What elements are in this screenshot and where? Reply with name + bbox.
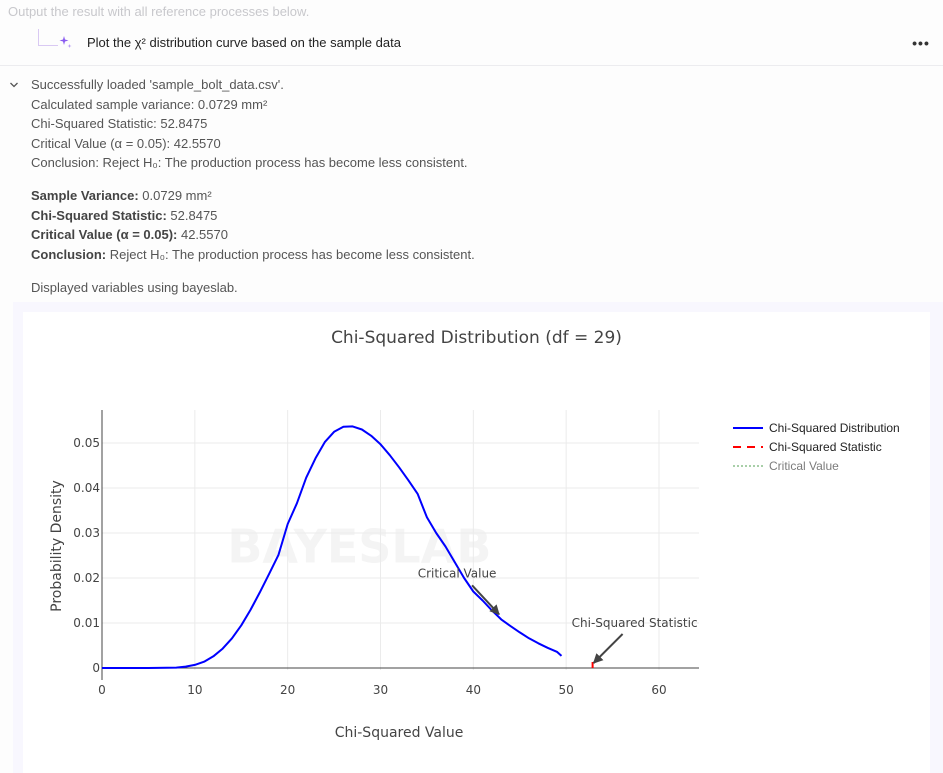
x-tick-label: 10 (187, 683, 202, 697)
log-line: Conclusion: Reject H₀: The production pr… (31, 155, 468, 170)
y-tick-label: 0.02 (73, 571, 100, 585)
statistic-arrow (592, 633, 624, 664)
x-tick-label: 60 (651, 683, 666, 697)
legend-label: Chi-Squared Statistic (769, 439, 882, 454)
legend-solid-line-icon (733, 426, 763, 429)
x-axis-title: Chi-Squared Value (335, 725, 464, 741)
legend-label: Chi-Squared Distribution (769, 420, 900, 435)
legend-dotted-line-icon (733, 464, 763, 467)
summary-row: Sample Variance: 0.0729 mm² (31, 188, 212, 203)
summary-label: Chi-Squared Statistic: (31, 207, 167, 223)
summary-label: Critical Value (α = 0.05): (31, 227, 178, 242)
x-tick-label: 20 (280, 683, 295, 697)
distribution-curve[interactable] (102, 425, 563, 669)
x-tick-label: 30 (373, 683, 388, 697)
chart-plot[interactable]: BAYESLAB 0 10 20 30 40 50 60 0 0.01 0.02 0.03 0.04 0.… (23, 312, 930, 773)
summary-label: Conclusion: (31, 246, 107, 262)
footer-note: Displayed variables using bayeslab. (31, 280, 238, 295)
tree-connector (38, 29, 58, 46)
sparkle-icon (59, 36, 72, 48)
log-line: Chi-Squared Statistic: 52.8475 (31, 116, 208, 131)
more-options-button[interactable]: ••• (912, 35, 930, 51)
instruction-hint: Output the result with all reference pro… (8, 4, 310, 19)
legend-label: Critical Value (769, 458, 839, 473)
chevron-down-icon[interactable] (9, 80, 19, 90)
chart-title: Chi-Squared Distribution (df = 29) (331, 328, 622, 348)
y-tick-label: 0.03 (73, 526, 100, 540)
legend-item-critical[interactable]: Critical Value (733, 456, 900, 475)
query-text: Plot the χ² distribution curve based on … (87, 35, 401, 50)
watermark-logo: BAYESLAB (227, 519, 491, 573)
log-line: Critical Value (α = 0.05): 42.5570 (31, 135, 221, 151)
chart-container: Chi-Squared Distribution (df = 29) BAYES… (13, 302, 943, 773)
legend-item-distribution[interactable]: Chi-Squared Distribution (733, 418, 900, 437)
y-tick-label: 0.05 (73, 436, 100, 450)
summary-value: Reject H₀: The production process has be… (106, 246, 475, 262)
y-axis-title: Probability Density (49, 480, 65, 612)
y-tick-label: 0 (92, 661, 100, 675)
critical-value-arrow (471, 584, 500, 616)
summary-row: Chi-Squared Statistic: 52.8475 (31, 208, 217, 223)
legend-dashed-line-icon (733, 445, 763, 448)
x-tick-label: 40 (466, 683, 481, 697)
summary-row: Conclusion: Reject H₀: The production pr… (31, 247, 475, 262)
chart-panel: Chi-Squared Distribution (df = 29) BAYES… (23, 312, 930, 773)
x-tick-label: 0 (98, 683, 106, 697)
x-tick-label: 50 (559, 683, 574, 697)
log-line: Successfully loaded 'sample_bolt_data.cs… (31, 77, 284, 92)
summary-label: Sample Variance: (31, 188, 139, 203)
y-tick-label: 0.01 (73, 616, 100, 630)
statistic-annotation: Chi-Squared Statistic (572, 616, 698, 630)
critical-value-annotation: Critical Value (418, 566, 497, 580)
query-row: Plot the χ² distribution curve based on … (0, 26, 943, 66)
chart-legend: Chi-Squared Distribution Chi-Squared Sta… (733, 418, 900, 475)
y-tick-label: 0.04 (73, 481, 100, 495)
summary-value: 52.8475 (166, 207, 218, 223)
summary-row: Critical Value (α = 0.05): 42.5570 (31, 227, 228, 242)
summary-value: 0.0729 mm² (138, 188, 212, 203)
legend-item-statistic[interactable]: Chi-Squared Statistic (733, 437, 900, 456)
summary-value: 42.5570 (177, 227, 228, 242)
log-line: Calculated sample variance: 0.0729 mm² (31, 96, 268, 112)
